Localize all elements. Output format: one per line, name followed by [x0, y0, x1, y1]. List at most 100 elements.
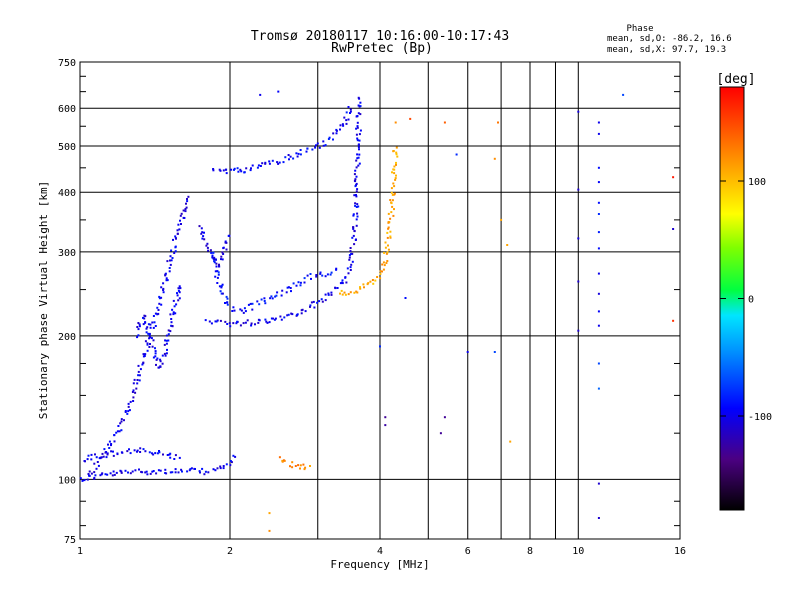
data-point: [213, 261, 216, 264]
data-point: [355, 238, 357, 241]
data-point: [394, 178, 397, 181]
data-point: [174, 250, 177, 253]
x-tick-label: 1: [77, 546, 83, 557]
data-point: [243, 307, 246, 310]
data-point: [166, 348, 168, 351]
data-point: [390, 187, 393, 190]
data-point: [271, 159, 274, 162]
data-point: [359, 105, 362, 108]
data-point: [391, 205, 394, 208]
data-point: [220, 285, 223, 287]
data-point: [105, 451, 108, 453]
data-point: [349, 110, 352, 113]
data-point: [353, 179, 356, 182]
data-point: [174, 471, 177, 474]
data-point: [356, 215, 359, 218]
data-point: [226, 301, 229, 304]
data-point: [157, 366, 160, 369]
data-point: [206, 242, 209, 245]
data-point: [351, 252, 354, 255]
data-point: [315, 275, 318, 278]
data-point: [314, 146, 317, 149]
data-point: [324, 275, 327, 278]
data-point: [305, 150, 308, 153]
y-tick-label: 200: [58, 332, 76, 343]
data-point: [356, 137, 359, 140]
data-point: [350, 263, 353, 266]
data-point: [303, 277, 306, 280]
data-point: [387, 212, 390, 215]
data-point: [151, 321, 154, 324]
data-point: [345, 281, 348, 284]
data-point: [151, 345, 154, 348]
data-point: [128, 448, 130, 451]
axis-ticks: 1 2 4 6 8 10 16 75 100 200 300 400 500 600 750: [58, 58, 686, 557]
data-point: [120, 470, 123, 473]
data-point: [215, 265, 218, 268]
data-point: [281, 459, 284, 462]
data-point: [229, 464, 232, 467]
data-point: [339, 128, 341, 131]
data-point: [173, 252, 176, 254]
data-point: [263, 300, 266, 302]
data-point: [386, 236, 389, 239]
data-point: [278, 456, 281, 459]
data-point: [372, 282, 375, 285]
x-tick-label: 2: [227, 546, 233, 557]
data-point: [199, 471, 201, 474]
data-point: [359, 113, 362, 116]
data-point: [357, 205, 360, 208]
data-point: [134, 391, 137, 394]
data-point: [315, 274, 318, 276]
data-point: [268, 321, 271, 324]
data-point: [225, 463, 228, 466]
y-tick-label: 75: [64, 535, 76, 546]
data-point: [177, 471, 180, 474]
data-point: [304, 310, 307, 313]
data-point: [201, 467, 204, 470]
data-point: [304, 466, 307, 469]
data-point: [286, 314, 289, 317]
data-point: [382, 268, 385, 271]
data-point: [268, 162, 271, 165]
data-point: [136, 450, 138, 453]
data-point: [297, 464, 300, 467]
data-point: [213, 258, 216, 261]
data-point: [362, 283, 365, 286]
data-point: [214, 270, 217, 273]
data-point: [172, 299, 175, 302]
data-point: [132, 396, 135, 399]
data-point: [166, 260, 169, 263]
data-point: [356, 291, 359, 294]
data-point: [216, 282, 219, 284]
data-point: [162, 289, 165, 291]
data-point: [170, 249, 173, 252]
data-point: [216, 467, 219, 470]
data-point: [316, 142, 319, 145]
data-point: [115, 471, 118, 474]
data-point: [148, 333, 151, 336]
data-point: [354, 202, 357, 205]
data-point: [339, 292, 341, 295]
data-point: [349, 291, 352, 294]
data-point: [113, 440, 116, 443]
data-point: [120, 451, 123, 454]
data-point: [358, 162, 361, 165]
data-point: [409, 117, 412, 120]
data-point: [179, 219, 181, 222]
data-point: [284, 156, 287, 159]
data-point: [299, 153, 302, 156]
data-point: [395, 151, 398, 154]
data-point: [389, 217, 392, 220]
data-point: [225, 168, 228, 171]
data-point: [221, 292, 224, 295]
data-point: [143, 314, 146, 317]
data-point: [208, 320, 211, 323]
data-point: [359, 101, 362, 104]
data-point: [246, 319, 249, 322]
data-point: [306, 147, 309, 150]
data-point: [157, 469, 160, 472]
data-point: [182, 209, 185, 212]
data-point: [396, 155, 399, 158]
data-point: [259, 165, 262, 167]
